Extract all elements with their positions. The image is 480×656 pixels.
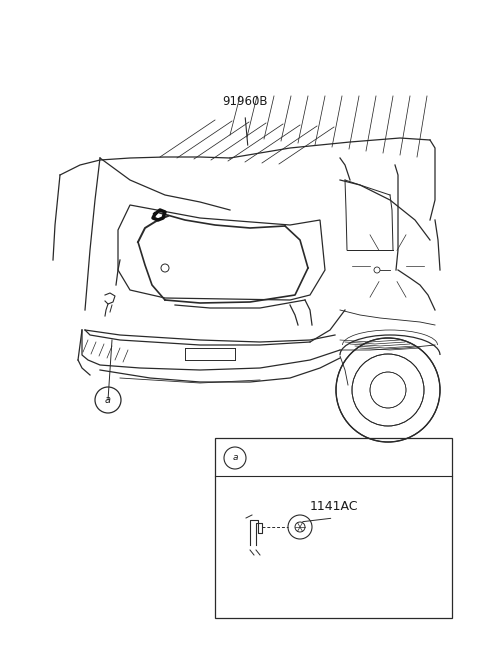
Text: a: a (105, 395, 111, 405)
Text: a: a (232, 453, 238, 462)
Text: 1141AC: 1141AC (309, 499, 358, 512)
Bar (215, 438, 452, 618)
Text: 91960B: 91960B (222, 95, 268, 108)
